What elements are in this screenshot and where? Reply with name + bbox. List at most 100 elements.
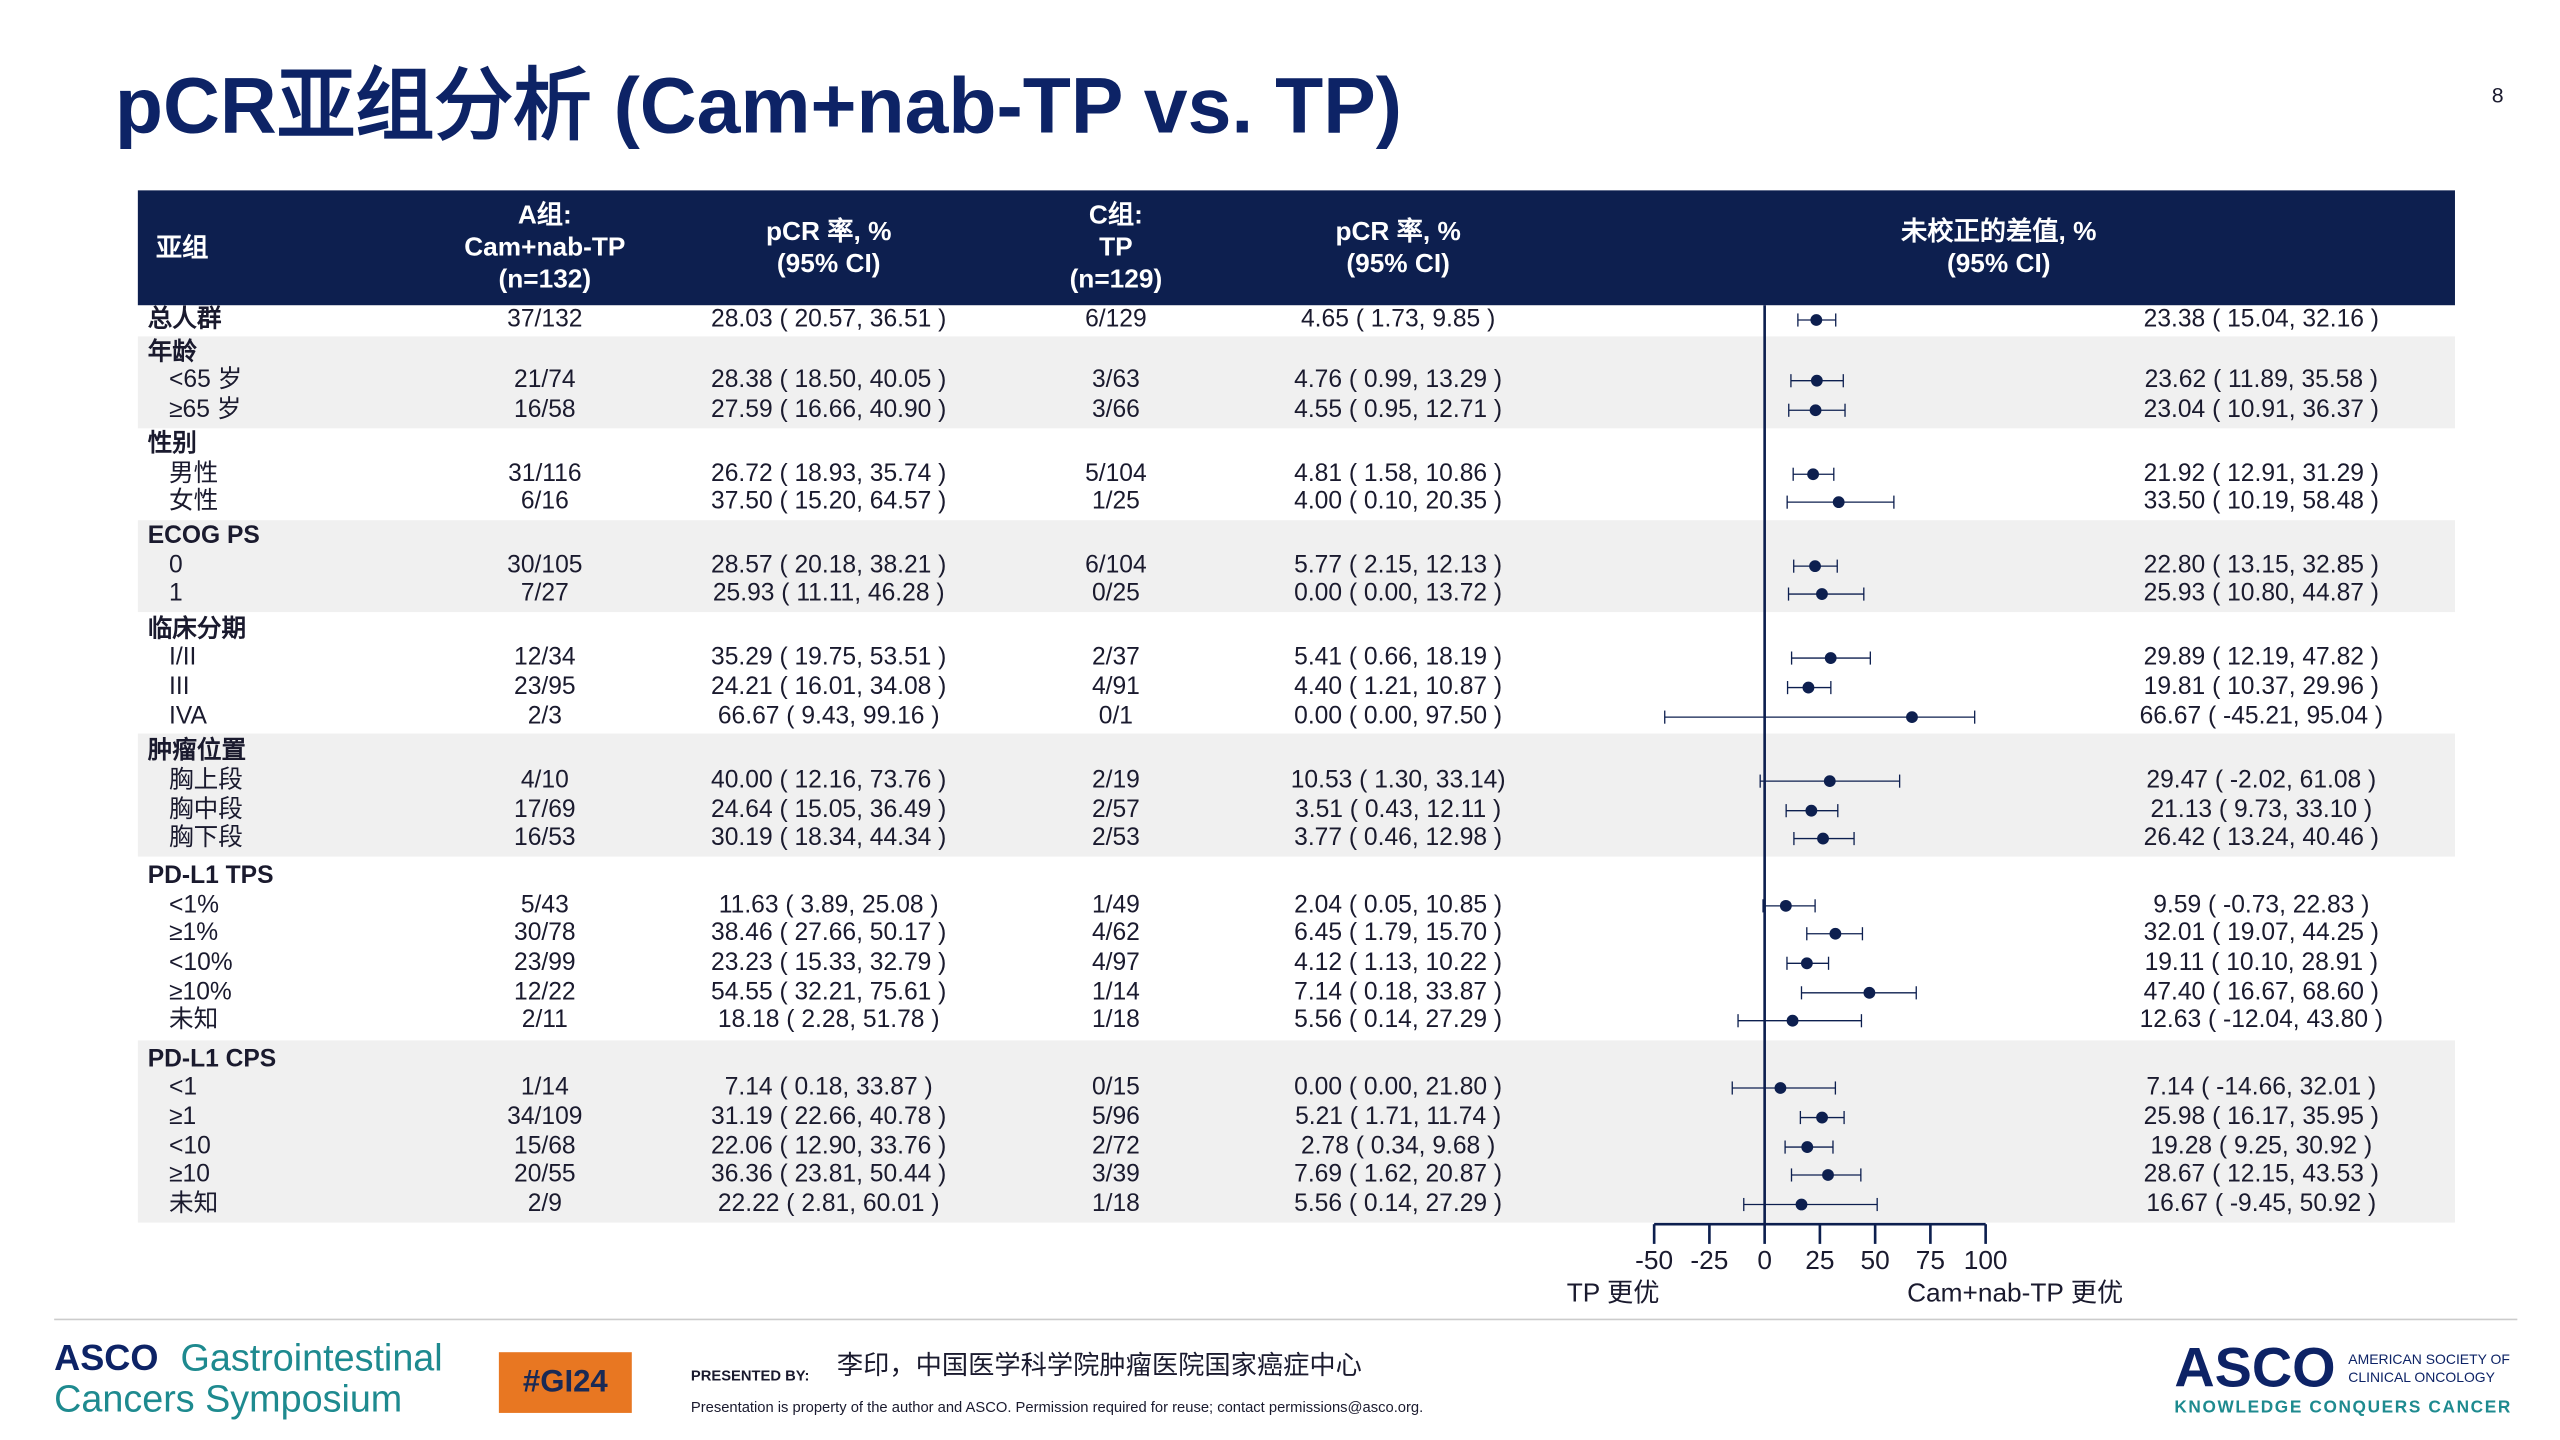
column-header: 未校正的差值, % [1901, 216, 2096, 246]
cell: 24.21 ( 16.01, 34.08 ) [711, 673, 946, 700]
estimate-point [1809, 560, 1821, 573]
cell: 1/49 [1092, 891, 1140, 918]
estimate-point [1829, 927, 1842, 940]
cell: 54.55 ( 32.21, 75.61 ) [711, 978, 946, 1005]
cell: 23.23 ( 15.33, 32.79 ) [711, 949, 946, 976]
cell: 4.12 ( 1.13, 10.22 ) [1294, 949, 1502, 976]
cell: 1/14 [1092, 978, 1140, 1005]
column-header: (95% CI) [1346, 248, 1450, 278]
society: CLINICAL ONCOLOGY [2348, 1369, 2495, 1385]
cell: 2/19 [1092, 767, 1140, 794]
value-label: 29.47 ( -2.02, 61.08 ) [2146, 767, 2376, 794]
subgroup-label: 胸中段 [169, 795, 243, 823]
x-tick-label: 25 [1805, 1245, 1834, 1275]
cell: 30/105 [507, 552, 582, 579]
estimate-point [1801, 1141, 1814, 1153]
subgroup-label: <1 [169, 1074, 197, 1101]
cell: 2/57 [1092, 796, 1140, 823]
estimate-point [1906, 711, 1918, 724]
value-label: 19.11 ( 10.10, 28.91 ) [2145, 949, 2379, 976]
cell: 22.06 ( 12.90, 33.76 ) [711, 1133, 946, 1160]
cell: 3.77 ( 0.46, 12.98 ) [1294, 824, 1502, 851]
cell: 0/1 [1099, 703, 1133, 730]
cell: 6.45 ( 1.79, 15.70 ) [1294, 919, 1502, 946]
column-header: C组: [1089, 200, 1143, 230]
cell: 2/3 [528, 703, 562, 730]
cell: 0/25 [1092, 580, 1140, 607]
subgroup-label: 胸上段 [169, 766, 243, 794]
group-label: 总人群 [148, 305, 222, 333]
column-header: 亚组 [156, 232, 209, 262]
value-label: 66.67 ( -45.21, 95.04 ) [2140, 703, 2384, 730]
value-label: 12.63 ( -12.04, 43.80 ) [2140, 1006, 2384, 1033]
cell: 38.46 ( 27.66, 50.17 ) [711, 919, 946, 946]
group-label: ECOG PS [148, 522, 260, 549]
group-label: PD-L1 TPS [148, 862, 274, 889]
cell: 37/132 [507, 306, 582, 333]
asco-logo: ASCO [2174, 1336, 2335, 1399]
subgroup-label: 胸下段 [169, 823, 243, 851]
cell: 25.93 ( 11.11, 46.28 ) [713, 580, 945, 607]
x-tick-label: -25 [1690, 1245, 1728, 1275]
cell: 2/53 [1092, 824, 1140, 851]
table-header-bg [137, 190, 2455, 306]
cell: 20/55 [514, 1160, 576, 1187]
estimate-point [1805, 804, 1818, 817]
cell: 2.04 ( 0.05, 10.85 ) [1294, 891, 1502, 918]
x-tick-label: -50 [1635, 1245, 1673, 1275]
cell: 16/58 [514, 396, 576, 423]
subgroup-label: 未知 [169, 1189, 218, 1217]
cell: 0/15 [1092, 1074, 1140, 1101]
column-header: (n=129) [1070, 264, 1163, 294]
value-label: 26.42 ( 13.24, 40.46 ) [2144, 824, 2379, 851]
subgroup-label: <10% [169, 949, 233, 976]
cell: 5.21 ( 1.71, 11.74 ) [1295, 1103, 1501, 1130]
cell: 11.63 ( 3.89, 25.08 ) [719, 891, 939, 918]
group-label: 肿瘤位置 [148, 735, 246, 764]
subgroup-label: 男性 [169, 459, 218, 487]
subgroup-label: <1% [169, 891, 219, 918]
cell: 28.57 ( 20.18, 38.21 ) [711, 552, 946, 579]
value-label: 21.92 ( 12.91, 31.29 ) [2144, 460, 2379, 487]
cell: 1/25 [1092, 488, 1140, 515]
estimate-point [1786, 1014, 1799, 1027]
column-header: TP [1099, 232, 1133, 262]
value-label: 16.67 ( -9.45, 50.92 ) [2146, 1190, 2376, 1217]
value-label: 32.01 ( 19.07, 44.25 ) [2144, 919, 2379, 946]
cell: 40.00 ( 12.16, 73.76 ) [711, 767, 946, 794]
cell: 35.29 ( 19.75, 53.51 ) [711, 644, 946, 671]
cell: 2/9 [528, 1190, 562, 1217]
cell: 7.14 ( 0.18, 33.87 ) [725, 1074, 933, 1101]
cell: 3.51 ( 0.43, 12.11 ) [1295, 796, 1501, 823]
estimate-point [1823, 775, 1836, 788]
estimate-point [1816, 1111, 1828, 1124]
value-label: 21.13 ( 9.73, 33.10 ) [2151, 796, 2373, 823]
column-header: A组: [518, 200, 572, 230]
cell: 4.00 ( 0.10, 20.35 ) [1294, 488, 1502, 515]
cell: 26.72 ( 18.93, 35.74 ) [711, 460, 946, 487]
cell: 21/74 [514, 366, 576, 393]
cell: 6/104 [1085, 552, 1147, 579]
cell: 3/39 [1092, 1160, 1140, 1187]
estimate-point [1779, 899, 1792, 912]
value-label: 25.93 ( 10.80, 44.87 ) [2144, 580, 2379, 607]
value-label: 19.28 ( 9.25, 30.92 ) [2151, 1133, 2373, 1160]
estimate-point [1810, 374, 1823, 387]
x-axis-label: Cam+nab-TP 更优 [1907, 1278, 2123, 1308]
cell: 17/69 [514, 796, 576, 823]
estimate-point [1822, 1169, 1834, 1181]
cell: 0.00 ( 0.00, 13.72 ) [1294, 580, 1502, 607]
group-label: PD-L1 CPS [148, 1046, 277, 1073]
value-label: 7.14 ( -14.66, 32.01 ) [2146, 1074, 2376, 1101]
x-tick-label: 0 [1757, 1245, 1772, 1275]
row-band [137, 1040, 2455, 1223]
estimate-point [1824, 652, 1837, 664]
cell: 23/95 [514, 673, 576, 700]
cell: 4.65 ( 1.73, 9.85 ) [1301, 306, 1495, 333]
group-label: 性别 [148, 429, 197, 457]
cell: 2/37 [1092, 644, 1140, 671]
cell: 16/53 [514, 824, 576, 851]
value-label: 23.62 ( 11.89, 35.58 ) [2145, 366, 2379, 393]
estimate-point [1800, 957, 1813, 970]
